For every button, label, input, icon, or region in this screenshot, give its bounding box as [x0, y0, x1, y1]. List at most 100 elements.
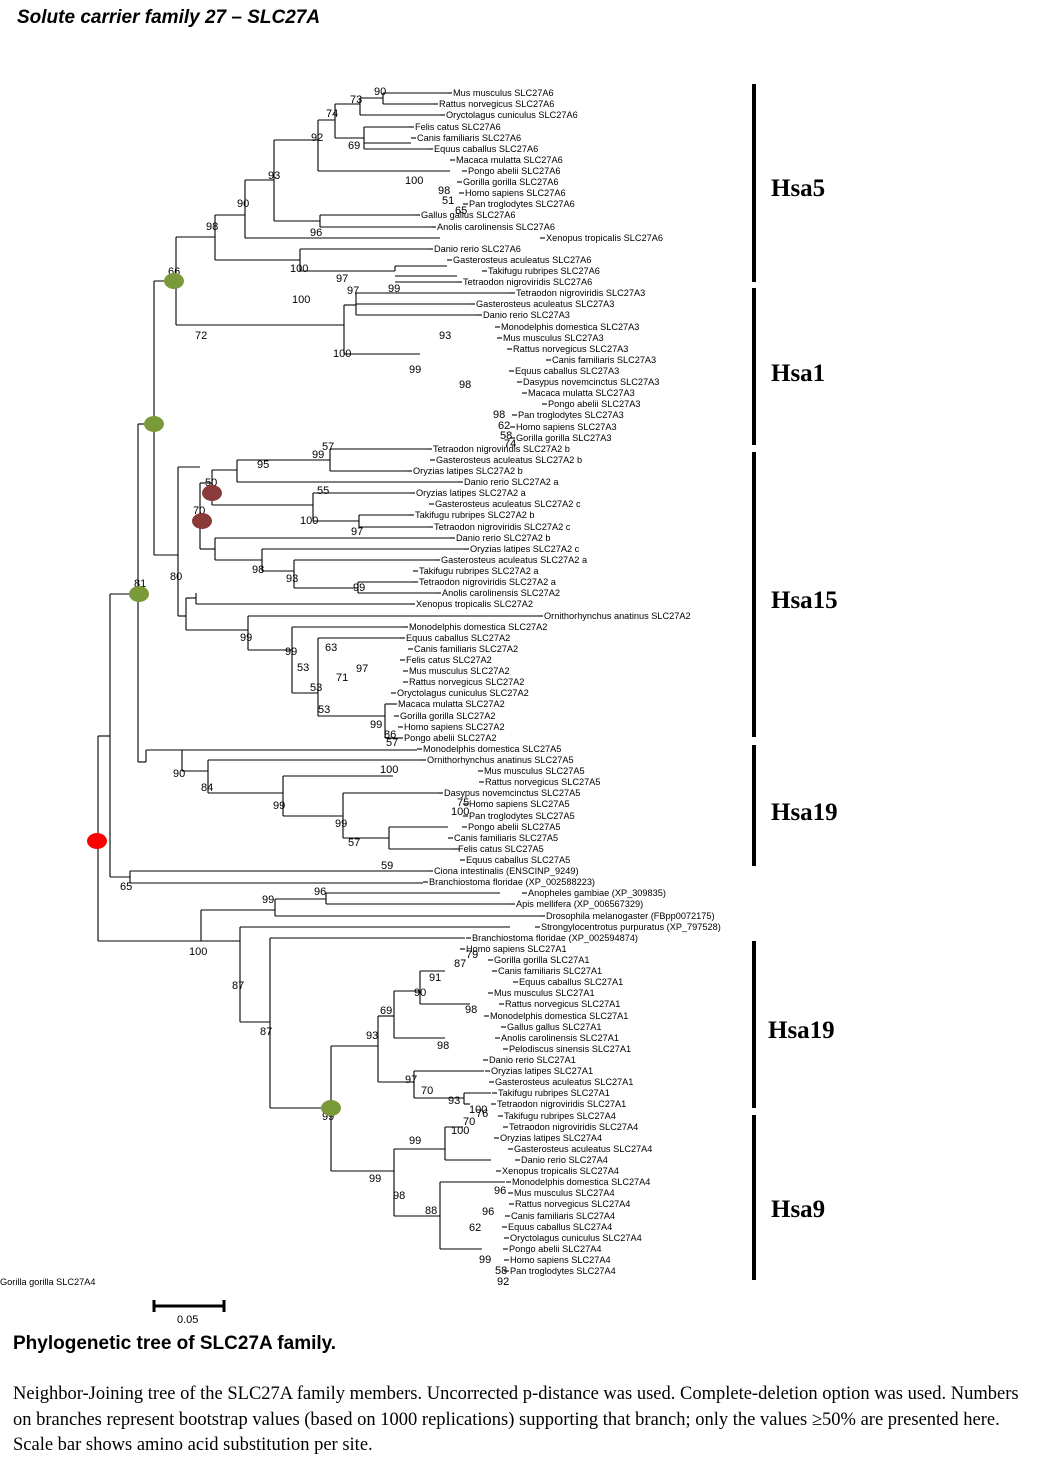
leaf-label: Danio rerio SLC27A3: [483, 310, 570, 320]
bootstrap-value: 99: [388, 283, 400, 295]
bootstrap-value: 71: [336, 672, 348, 684]
bootstrap-value: 53: [310, 682, 322, 694]
bootstrap-value: 99: [370, 719, 382, 731]
leaf-label: Pan troglodytes SLC27A5: [469, 811, 575, 821]
bootstrap-value: 99: [262, 894, 274, 906]
bootstrap-value: 62: [469, 1222, 481, 1234]
bootstrap-value: 93: [268, 170, 280, 182]
bootstrap-value: 96: [482, 1206, 494, 1218]
bootstrap-value: 97: [351, 526, 363, 538]
leaf-label: Danio rerio SLC27A4: [521, 1155, 608, 1165]
leaf-label: Gorilla gorilla SLC27A3: [516, 433, 612, 443]
bootstrap-value: 92: [497, 1276, 509, 1288]
bootstrap-value: 93: [448, 1095, 460, 1107]
bootstrap-value: 70: [421, 1085, 433, 1097]
bootstrap-value: 87: [260, 1026, 272, 1038]
leaf-label: Macaca mulatta SLC27A6: [456, 155, 563, 165]
chromosome-label: Hsa15: [771, 587, 838, 614]
bootstrap-value: 100: [290, 263, 308, 275]
bootstrap-value: 69: [0, 0, 12, 3]
duplication-marker-darkred: [192, 513, 212, 529]
leaf-label: Gorilla gorilla SLC27A1: [494, 955, 590, 965]
bootstrap-value: 93: [366, 1030, 378, 1042]
bootstrap-value: 100: [469, 1104, 487, 1116]
leaf-label: Ornithorhynchus anatinus SLC27A2: [544, 611, 691, 621]
bootstrap-value: 93: [286, 573, 298, 585]
bootstrap-value: 100: [405, 175, 423, 187]
leaf-label: Danio rerio SLC27A1: [489, 1055, 576, 1065]
bootstrap-value: 69: [380, 1005, 392, 1017]
bootstrap-value: 99: [409, 364, 421, 376]
leaf-label: Branchiostoma floridae (XP_002588223): [429, 877, 595, 887]
leaf-label: Tetraodon nigroviridis SLC27A4: [509, 1122, 638, 1132]
leaf-label: Homo sapiens SLC27A4: [510, 1255, 611, 1265]
bootstrap-value: 69: [348, 140, 360, 152]
figure-description: Neighbor-Joining tree of the SLC27A fami…: [13, 1384, 1019, 1455]
leaf-label: Tetraodon nigroviridis SLC27A2 b: [433, 444, 570, 454]
bootstrap-value: 90: [173, 768, 185, 780]
bootstrap-value: 98: [459, 379, 471, 391]
leaf-labels: Mus musculus SLC27A6 Rattus norvegicus SL…: [0, 88, 721, 1287]
chromosome-label: Hsa19: [768, 1017, 835, 1044]
leaf-label: Mus musculus SLC27A3: [503, 333, 604, 343]
leaf-label: Homo sapiens SLC27A2: [404, 722, 505, 732]
bootstrap-value: 65: [120, 881, 132, 893]
leaf-label: Pan troglodytes SLC27A6: [469, 199, 575, 209]
leaf-label: Xenopus tropicalis SLC27A2: [416, 599, 533, 609]
bootstrap-value: 87: [232, 980, 244, 992]
bootstrap-value: 73: [350, 94, 362, 106]
leaf-label: Anopheles gambiae (XP_309835): [528, 888, 666, 898]
bootstrap-value: 53: [297, 662, 309, 674]
duplication-marker-green: [129, 586, 149, 602]
bootstrap-value: 84: [201, 782, 213, 794]
bootstrap-value: 79: [466, 949, 478, 961]
leaf-label: Equus caballus SLC27A4: [508, 1222, 612, 1232]
leaf-label: Takifugu rubripes SLC27A1: [498, 1088, 610, 1098]
leaf-label: Oryzias latipes SLC27A2 a: [416, 488, 527, 498]
bootstrap-value: 90: [414, 987, 426, 999]
leaf-label: Anolis carolinensis SLC27A2: [442, 588, 560, 598]
chromosome-label: Hsa1: [771, 360, 825, 387]
leaf-label: Pan troglodytes SLC27A3: [518, 410, 624, 420]
leaf-label: Canis familiaris SLC27A2: [414, 644, 518, 654]
bootstrap-value: 96: [494, 1185, 506, 1197]
leaf-label: Equus caballus SLC27A6: [434, 144, 538, 154]
bootstrap-value: 100: [292, 294, 310, 306]
bootstrap-value: 99: [479, 1254, 491, 1266]
leaf-label: Tetraodon nigroviridis SLC27A3: [516, 288, 645, 298]
bootstrap-value: 75: [457, 797, 469, 809]
leaf-label: Monodelphis domestica SLC27A1: [490, 1011, 628, 1021]
leaf-label: Tetraodon nigroviridis SLC27A6: [463, 277, 592, 287]
bootstrap-value: 100: [189, 946, 207, 958]
bootstrap-value: 97: [356, 663, 368, 675]
leaf-label: Rattus norvegicus SLC27A1: [505, 999, 620, 1009]
leaf-label: Homo sapiens SLC27A3: [516, 422, 617, 432]
leaf-label: Tetraodon nigroviridis SLC27A1: [497, 1099, 626, 1109]
leaf-label: Mus musculus SLC27A6: [453, 88, 554, 98]
leaf-label: Felis catus SLC27A5: [458, 844, 544, 854]
bootstrap-value: 97: [336, 273, 348, 285]
bootstrap-value: 70: [463, 1116, 475, 1128]
leaf-label: Tetraodon nigroviridis SLC27A2 a: [419, 577, 557, 587]
leaf-label: Gasterosteus aculeatus SLC27A2 c: [435, 499, 581, 509]
bootstrap-value: 99: [273, 800, 285, 812]
leaf-label: Homo sapiens SLC27A6: [465, 188, 566, 198]
bootstrap-value: 99: [369, 1173, 381, 1185]
leaf-label: Felis catus SLC27A6: [415, 122, 501, 132]
bootstrap-value: 96: [314, 886, 326, 898]
chromosome-label: Hsa9: [771, 1196, 825, 1223]
bootstrap-value: 98: [493, 409, 505, 421]
leaf-label: Takifugu rubripes SLC27A6: [488, 266, 600, 276]
bootstrap-value: 57: [348, 837, 360, 849]
leaf-label: Takifugu rubripes SLC27A2 b: [415, 510, 535, 520]
leaf-label: Pelodiscus sinensis SLC27A1: [509, 1044, 631, 1054]
leaf-label: Rattus norvegicus SLC27A5: [485, 777, 600, 787]
leaf-label: Equus caballus SLC27A2: [406, 633, 510, 643]
bootstrap-value: 62: [498, 420, 510, 432]
bootstrap-value: 99: [312, 449, 324, 461]
bootstrap-value: 51: [442, 195, 454, 207]
bootstrap-value: 99: [353, 582, 365, 594]
bootstrap-value: 74: [326, 108, 338, 120]
leaf-label: Oryzias latipes SLC27A2 b: [413, 466, 523, 476]
leaf-label: Equus caballus SLC27A5: [466, 855, 570, 865]
